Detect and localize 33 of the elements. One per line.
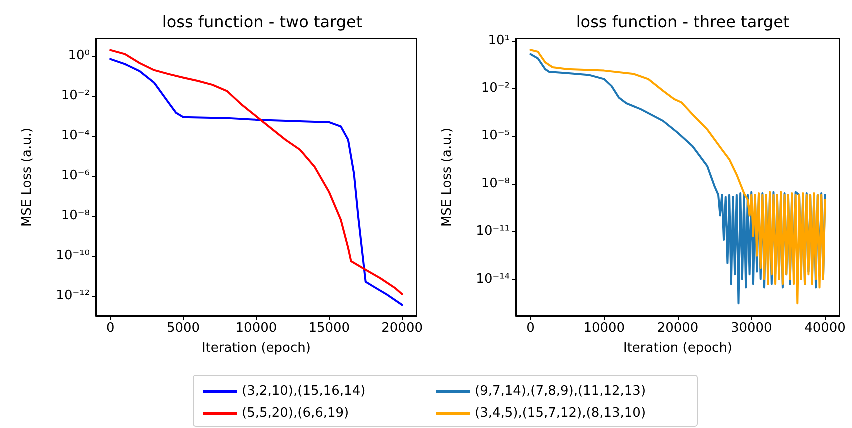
x-tick-label: 20000 [657,321,699,336]
chart-title: loss function - three target [576,12,790,32]
legend-label: (9,7,14),(7,8,9),(11,12,13) [475,384,646,399]
y-tick-label: 10⁻⁸ [61,208,90,224]
y-tick-label: 10⁻¹⁰ [56,248,90,264]
y-tick-label: 10⁻⁸ [481,176,510,192]
x-axis-title: Iteration (epoch) [623,341,733,356]
y-axis-title: MSE Loss (a.u.) [440,128,455,228]
x-tick-label: 15000 [308,321,350,336]
y-tick-label: 10⁻¹⁴ [476,272,510,287]
y-tick-label: 10⁰ [68,48,90,64]
x-tick-label: 10000 [584,321,626,336]
y-tick-label: 10⁻² [481,81,510,96]
chart-title: loss function - two target [162,12,363,32]
legend-label: (3,4,5),(15,7,12),(8,13,10) [475,406,646,421]
x-tick-label: 30000 [730,321,772,336]
y-tick-label: 10⁻⁶ [61,168,90,184]
y-tick-label: 10⁻¹¹ [476,224,510,240]
y-axis-title: MSE Loss (a.u.) [20,128,35,228]
y-tick-label: 10⁻² [61,88,90,104]
x-tick-label: 10000 [236,321,278,336]
x-tick-label: 40000 [804,321,846,336]
x-tick-label: 20000 [382,321,423,336]
y-tick-label: 10¹ [488,33,510,48]
legend-label: (5,5,20),(6,6,19) [242,406,350,421]
y-tick-label: 10⁻⁴ [61,128,90,144]
x-axis-title: Iteration (epoch) [202,341,311,356]
y-tick-label: 10⁻⁵ [481,128,510,144]
legend-label: (3,2,10),(15,16,14) [242,384,366,399]
x-tick-label: 0 [526,321,535,336]
x-tick-label: 0 [106,321,115,336]
x-tick-label: 5000 [166,321,200,336]
y-tick-label: 10⁻¹² [56,288,90,304]
